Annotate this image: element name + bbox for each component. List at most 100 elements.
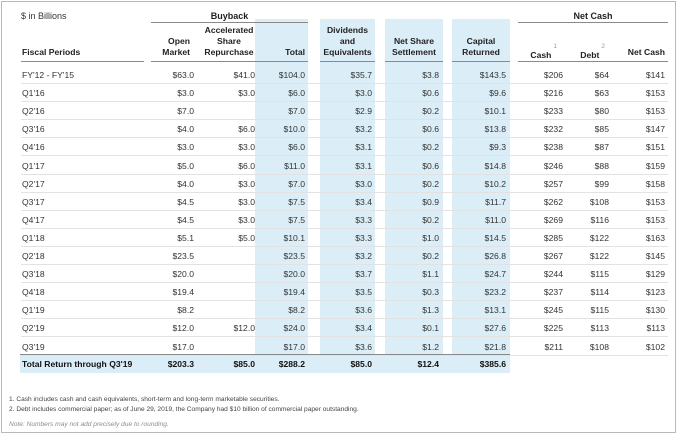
cell-net-cash: $129 bbox=[645, 269, 665, 280]
cell-cash: $269 bbox=[543, 214, 563, 225]
cell-period: Q3'18 bbox=[22, 269, 45, 280]
cell-debt: $108 bbox=[589, 196, 609, 207]
cell-dividends: $3.5 bbox=[355, 287, 372, 298]
row-separator bbox=[21, 101, 668, 103]
cell-net-cash: $159 bbox=[645, 160, 665, 171]
table-row: Q2'18 $23.5 $23.5 $3.2 $0.2 $26.8 $267 $122 $145 bbox=[2, 247, 677, 265]
cell-period: Q1'17 bbox=[22, 160, 45, 171]
total-row-shade bbox=[20, 354, 510, 373]
unit-label: $ in Billions bbox=[21, 11, 67, 21]
cell-dividends: $3.4 bbox=[355, 196, 372, 207]
cell-net-share: $1.0 bbox=[422, 232, 439, 243]
cell-dividends: $3.3 bbox=[355, 232, 372, 243]
row-separator bbox=[21, 227, 668, 229]
cell-accelerated: $3.0 bbox=[238, 196, 255, 207]
cell-debt: $122 bbox=[589, 251, 609, 261]
cell-accelerated: $3.0 bbox=[238, 178, 255, 189]
cell-debt: $113 bbox=[590, 323, 609, 334]
cell-open-market: $4.5 bbox=[177, 214, 194, 225]
cell-cash: $238 bbox=[543, 142, 563, 153]
rounding-note: Note: Numbers may not add precisely due … bbox=[9, 421, 169, 428]
cell-accelerated: $41.0 bbox=[233, 70, 255, 80]
header-fiscal-periods: Fiscal Periods bbox=[22, 47, 81, 57]
header-accelerated-share-repurchase: Accelerated Share Repurchase bbox=[204, 25, 254, 57]
cell-net-share: $0.6 bbox=[422, 124, 439, 135]
cell-net-share: $0.2 bbox=[422, 214, 439, 225]
cell-dividends: $3.1 bbox=[355, 142, 372, 153]
row-separator bbox=[21, 300, 668, 302]
cell-open-market: $19.4 bbox=[172, 287, 194, 298]
cell-cash: $245 bbox=[543, 305, 563, 316]
cell-open-market: $17.0 bbox=[172, 341, 194, 352]
cell-cash: $262 bbox=[543, 196, 563, 207]
cell-accelerated bbox=[208, 102, 255, 120]
cell-open-market: $3.0 bbox=[177, 88, 194, 99]
cell-period: Q3'19 bbox=[22, 341, 45, 352]
row-separator bbox=[21, 318, 668, 320]
cell-cash: $211 bbox=[544, 341, 563, 352]
cell-dividends: $3.6 bbox=[355, 341, 372, 352]
dividends-shade bbox=[320, 19, 375, 373]
cell-buyback-total: $23.5 bbox=[283, 251, 305, 261]
cell-capital-returned: $10.1 bbox=[484, 106, 506, 117]
cell-capital-returned: $10.2 bbox=[484, 178, 506, 189]
cell-net-cash: $158 bbox=[645, 178, 665, 189]
cell-dividends: $35.7 bbox=[350, 70, 372, 80]
header-buyback-total: Total bbox=[285, 47, 305, 57]
cell-capital-returned: $13.8 bbox=[484, 124, 506, 135]
cell-net-share: $0.2 bbox=[422, 106, 439, 117]
cell-accelerated bbox=[208, 265, 255, 283]
table-row: Q4'18 $19.4 $19.4 $3.5 $0.3 $23.2 $237 $114 $123 bbox=[2, 283, 677, 302]
header-debt-label: Debt bbox=[580, 49, 600, 60]
total-row-net-share: $12.4 bbox=[417, 359, 439, 369]
cell-open-market: $23.5 bbox=[172, 251, 194, 261]
group-net-cash: Net Cash bbox=[573, 11, 613, 21]
cell-accelerated bbox=[208, 247, 255, 265]
cell-period: Q2'17 bbox=[22, 178, 45, 189]
cell-net-share: $1.2 bbox=[422, 341, 439, 352]
cell-open-market: $63.0 bbox=[172, 70, 194, 80]
group-net-cash-rule bbox=[518, 22, 668, 23]
cell-capital-returned: $23.2 bbox=[484, 287, 506, 298]
cell-period: FY'12 - FY'15 bbox=[22, 70, 74, 80]
cell-capital-returned: $21.8 bbox=[484, 341, 506, 352]
cell-cash: $244 bbox=[543, 269, 563, 280]
cell-capital-returned: $27.6 bbox=[484, 323, 506, 334]
cell-net-cash: $130 bbox=[645, 305, 665, 316]
total-row-accelerated: $85.0 bbox=[233, 359, 255, 369]
cell-cash: $225 bbox=[543, 323, 563, 334]
header-debt-footnote-marker: 2 bbox=[601, 43, 605, 50]
total-row-top-rule bbox=[20, 354, 510, 355]
header-rule-net-share bbox=[385, 61, 443, 62]
table-row: Q3'18 $20.0 $20.0 $3.7 $1.1 $24.7 $244 $115 $129 bbox=[2, 265, 677, 284]
footnote-1: 1. Cash includes cash and cash equivalen… bbox=[9, 396, 280, 403]
cell-open-market: $12.0 bbox=[172, 323, 194, 334]
cell-cash: $237 bbox=[543, 287, 563, 298]
header-dividends: Dividends and Equivalents bbox=[323, 25, 372, 57]
cell-net-cash: $141 bbox=[645, 70, 665, 80]
header-open-market: Open Market bbox=[162, 36, 190, 57]
cell-period: Q4'17 bbox=[22, 214, 45, 225]
cell-period: Q4'16 bbox=[22, 142, 45, 153]
cell-net-share: $0.1 bbox=[422, 323, 439, 334]
table-row: Q2'16 $7.0 $7.0 $2.9 $0.2 $10.1 $233 $80 $153 bbox=[2, 102, 677, 121]
table-row: Q4'16 $3.0 $3.0 $6.0 $3.1 $0.2 $9.3 $238 $87 $151 bbox=[2, 138, 677, 157]
cell-debt: $63 bbox=[594, 88, 609, 99]
cell-period: Q1'19 bbox=[22, 305, 45, 316]
header-net-cash: Net Cash bbox=[627, 47, 665, 57]
capital-returned-shade bbox=[452, 19, 510, 373]
cell-net-share: $0.3 bbox=[422, 287, 439, 298]
cell-capital-returned: $14.5 bbox=[484, 232, 506, 243]
cell-period: Q3'17 bbox=[22, 196, 45, 207]
cell-debt: $114 bbox=[590, 287, 609, 298]
cell-cash: $232 bbox=[543, 124, 563, 135]
cell-capital-returned: $9.6 bbox=[489, 88, 506, 99]
cell-buyback-total: $10.0 bbox=[283, 124, 305, 135]
cell-capital-returned: $9.3 bbox=[489, 142, 506, 153]
cell-dividends: $3.0 bbox=[355, 88, 372, 99]
group-buyback-rule bbox=[151, 22, 308, 23]
header-rule-capital bbox=[452, 61, 510, 62]
table-row: Q2'17 $4.0 $3.0 $7.0 $3.0 $0.2 $10.2 $257 $99 $15… bbox=[2, 175, 677, 193]
cell-open-market: $4.0 bbox=[177, 124, 194, 135]
cell-open-market: $3.0 bbox=[177, 142, 194, 153]
